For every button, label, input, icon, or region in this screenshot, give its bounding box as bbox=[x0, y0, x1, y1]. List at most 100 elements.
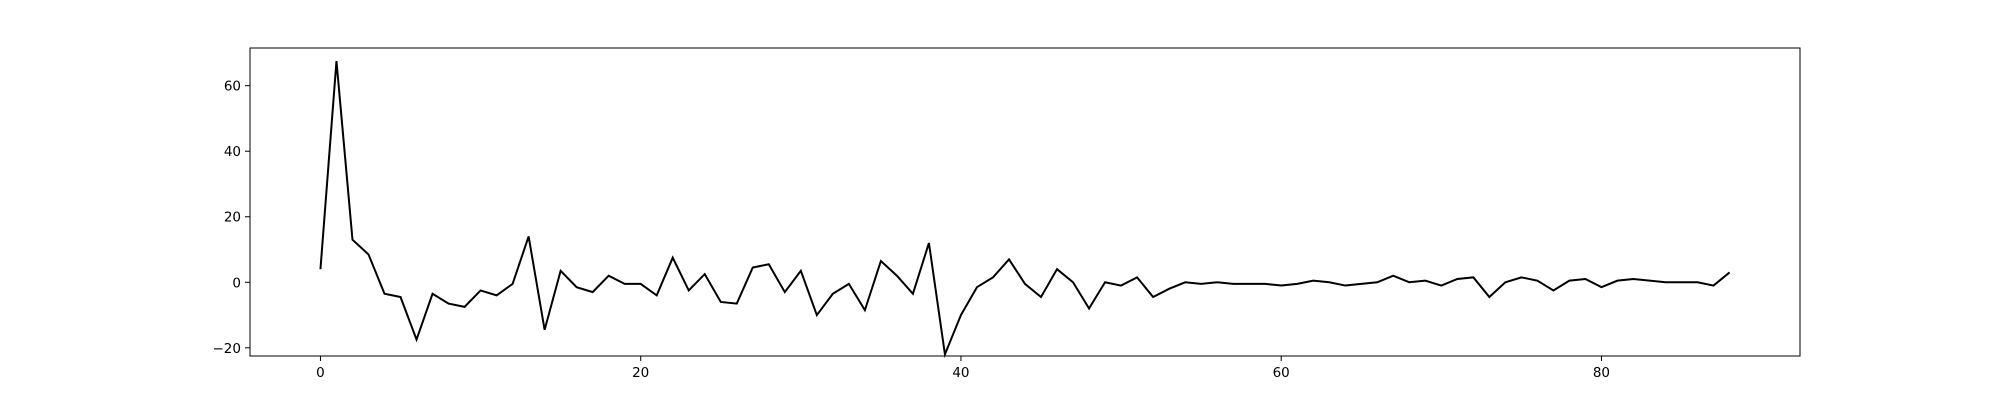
data-point-12 bbox=[512, 283, 514, 285]
data-point-76 bbox=[1536, 280, 1538, 282]
data-point-19 bbox=[624, 283, 626, 285]
data-point-18 bbox=[608, 275, 610, 277]
data-point-23 bbox=[688, 289, 690, 291]
data-point-45 bbox=[1040, 296, 1042, 298]
data-point-41 bbox=[976, 286, 978, 288]
x-tick-label-80: 80 bbox=[1593, 365, 1610, 381]
data-point-54 bbox=[1184, 281, 1186, 283]
data-point-61 bbox=[1296, 283, 1298, 285]
data-point-77 bbox=[1552, 289, 1554, 291]
data-point-51 bbox=[1136, 276, 1138, 278]
data-point-69 bbox=[1424, 280, 1426, 282]
data-point-31 bbox=[816, 314, 818, 316]
data-point-25 bbox=[720, 301, 722, 303]
data-point-4 bbox=[384, 293, 386, 295]
data-point-70 bbox=[1440, 285, 1442, 287]
axes-layer: 0 20 40 60 80 −20 0 20 40 60 bbox=[213, 47, 1801, 381]
data-point-14 bbox=[544, 329, 546, 331]
x-tick-label-60: 60 bbox=[1273, 365, 1290, 381]
data-point-16 bbox=[576, 286, 578, 288]
data-point-38 bbox=[928, 242, 930, 244]
data-point-80 bbox=[1600, 286, 1602, 288]
plot-layer bbox=[319, 61, 1731, 359]
x-tick-label-0: 0 bbox=[316, 365, 325, 381]
data-point-50 bbox=[1120, 285, 1122, 287]
y-tick-label-60: 60 bbox=[224, 79, 241, 95]
data-point-72 bbox=[1472, 276, 1474, 278]
data-point-20 bbox=[640, 283, 642, 285]
y-tick-label-0: 0 bbox=[232, 275, 241, 291]
data-point-2 bbox=[351, 239, 353, 241]
y-tick-label--20: −20 bbox=[213, 341, 242, 357]
data-point-66 bbox=[1376, 281, 1378, 283]
series-line-0 bbox=[319, 61, 1731, 359]
data-point-26 bbox=[736, 303, 738, 305]
data-point-62 bbox=[1312, 280, 1314, 282]
data-point-46 bbox=[1056, 268, 1058, 270]
data-point-60 bbox=[1280, 285, 1282, 287]
data-point-22 bbox=[672, 257, 674, 259]
data-point-15 bbox=[560, 270, 562, 272]
data-point-53 bbox=[1168, 288, 1170, 290]
data-point-13 bbox=[528, 235, 530, 237]
data-point-32 bbox=[832, 293, 834, 295]
data-point-9 bbox=[464, 306, 466, 308]
data-point-71 bbox=[1456, 278, 1458, 280]
data-point-63 bbox=[1328, 281, 1330, 283]
data-point-68 bbox=[1408, 281, 1410, 283]
axes-frame bbox=[249, 47, 1801, 357]
data-point-81 bbox=[1616, 280, 1618, 282]
data-point-86 bbox=[1697, 281, 1699, 283]
data-point-56 bbox=[1216, 281, 1218, 283]
data-point-55 bbox=[1200, 283, 1202, 285]
data-point-64 bbox=[1344, 285, 1346, 287]
data-point-0 bbox=[319, 268, 321, 270]
data-point-83 bbox=[1648, 280, 1650, 282]
data-point-37 bbox=[912, 293, 914, 295]
data-point-48 bbox=[1088, 307, 1090, 309]
data-point-36 bbox=[896, 275, 898, 277]
data-point-84 bbox=[1665, 281, 1667, 283]
data-point-17 bbox=[592, 291, 594, 293]
data-point-65 bbox=[1360, 283, 1362, 285]
data-point-52 bbox=[1152, 296, 1154, 298]
data-point-27 bbox=[752, 267, 754, 269]
x-tick-label-40: 40 bbox=[952, 365, 969, 381]
data-point-82 bbox=[1632, 278, 1634, 280]
data-point-3 bbox=[367, 253, 369, 255]
data-point-58 bbox=[1248, 283, 1250, 285]
data-point-75 bbox=[1520, 276, 1522, 278]
data-point-47 bbox=[1072, 281, 1074, 283]
data-point-43 bbox=[1008, 258, 1010, 260]
data-point-44 bbox=[1024, 283, 1026, 285]
data-point-10 bbox=[480, 289, 482, 291]
data-point-59 bbox=[1264, 283, 1266, 285]
data-point-29 bbox=[784, 291, 786, 293]
data-point-5 bbox=[400, 296, 402, 298]
data-point-57 bbox=[1232, 283, 1234, 285]
data-point-28 bbox=[768, 263, 770, 265]
data-point-87 bbox=[1713, 285, 1715, 287]
data-point-79 bbox=[1584, 278, 1586, 280]
data-point-49 bbox=[1104, 281, 1106, 283]
data-point-73 bbox=[1488, 296, 1490, 298]
data-point-8 bbox=[448, 303, 450, 305]
data-point-39 bbox=[944, 353, 946, 355]
data-point-78 bbox=[1568, 280, 1570, 282]
y-tick-label-40: 40 bbox=[224, 144, 241, 160]
x-tick-label-20: 20 bbox=[632, 365, 649, 381]
y-tick-label-20: 20 bbox=[224, 210, 241, 226]
data-point-67 bbox=[1392, 275, 1394, 277]
data-point-11 bbox=[496, 294, 498, 296]
data-point-6 bbox=[416, 339, 418, 341]
data-point-21 bbox=[656, 294, 658, 296]
data-point-34 bbox=[864, 309, 866, 311]
data-point-30 bbox=[800, 270, 802, 272]
data-point-7 bbox=[432, 293, 434, 295]
data-point-33 bbox=[848, 283, 850, 285]
data-point-35 bbox=[880, 260, 882, 262]
data-point-85 bbox=[1681, 281, 1683, 283]
